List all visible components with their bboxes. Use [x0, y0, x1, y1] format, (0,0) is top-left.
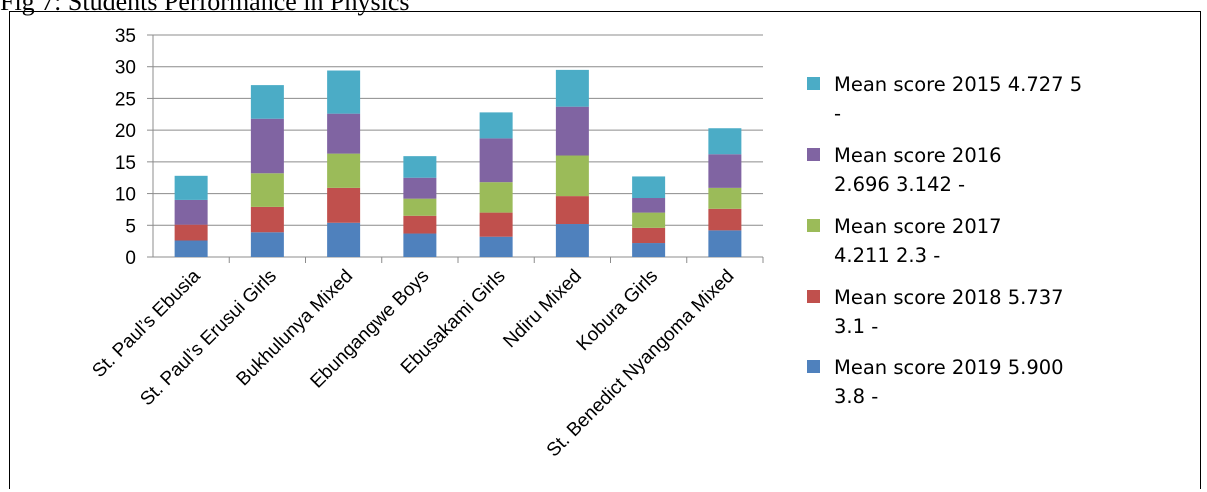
bar-segment [250, 85, 284, 119]
bar-segment [327, 187, 361, 223]
figure-caption: Fig 7: Students Performance in Physics [0, 0, 410, 16]
bar-segment [403, 233, 437, 257]
bar-segment [708, 128, 742, 155]
legend-label: Mean score 2019 5.900 [834, 356, 1064, 379]
legend-label: Mean score 2017 [834, 215, 1002, 238]
legend-label: Mean score 2015 4.727 5 [834, 73, 1082, 96]
bar-segment [250, 206, 284, 233]
y-tick-label: 25 [115, 89, 136, 110]
bar-segment [327, 113, 361, 154]
bar-segment [708, 208, 742, 231]
bar-segment [479, 236, 513, 257]
y-tick-label: 10 [115, 185, 136, 206]
bar-segment [555, 155, 589, 197]
y-tick-label: 0 [125, 248, 136, 269]
bar-segment [403, 156, 437, 178]
bar-segment [174, 199, 208, 225]
bar-segment [708, 187, 742, 209]
legend-swatch [807, 290, 820, 303]
bar-segment [250, 232, 284, 257]
bar-segment [632, 198, 666, 213]
y-tick-label: 5 [125, 216, 136, 237]
bar-segment [708, 230, 742, 257]
bar-segment [327, 222, 361, 257]
bar-segment [327, 153, 361, 188]
bar-segment [632, 227, 666, 244]
bar-segment [403, 198, 437, 216]
bar-segment [555, 196, 589, 225]
chart-frame [9, 11, 1201, 489]
bar-segment [708, 154, 742, 188]
bar-segment [327, 70, 361, 114]
x-tick-label: St. Paul’s Erusui Girls [136, 266, 281, 411]
bar-segment [479, 138, 513, 183]
bar-segment [250, 118, 284, 174]
y-tick-label: 30 [115, 58, 136, 79]
legend-label: 4.211 2.3 - [834, 244, 940, 267]
bar-segment [479, 112, 513, 139]
legend-label: 3.8 - [834, 385, 878, 408]
bar-segment [403, 177, 437, 199]
bar-segment [174, 224, 208, 241]
legend-label: Mean score 2018 5.737 [834, 286, 1064, 309]
legend-swatch [807, 360, 820, 373]
bar-segment [555, 106, 589, 156]
legend-label: - [834, 102, 841, 125]
bar-segment [632, 212, 666, 228]
legend-label: 2.696 3.142 - [834, 173, 965, 196]
legend-label: Mean score 2016 [834, 144, 1002, 167]
bar-segment [174, 240, 208, 257]
y-tick-label: 35 [115, 26, 136, 47]
legend-swatch [807, 77, 820, 90]
bar-segment [632, 176, 666, 199]
bar-segment [555, 224, 589, 257]
bar-segment [555, 69, 589, 107]
bar-segment [174, 175, 208, 200]
y-tick-label: 15 [115, 153, 136, 174]
bar-segment [479, 182, 513, 213]
bar-segment [403, 215, 437, 234]
legend-swatch [807, 219, 820, 232]
legend-label: 3.1 - [834, 315, 878, 338]
bar-segment [479, 212, 513, 237]
bar-segment [250, 173, 284, 207]
y-tick-label: 20 [115, 121, 136, 142]
legend-swatch [807, 148, 820, 161]
bar-segment [632, 243, 666, 257]
